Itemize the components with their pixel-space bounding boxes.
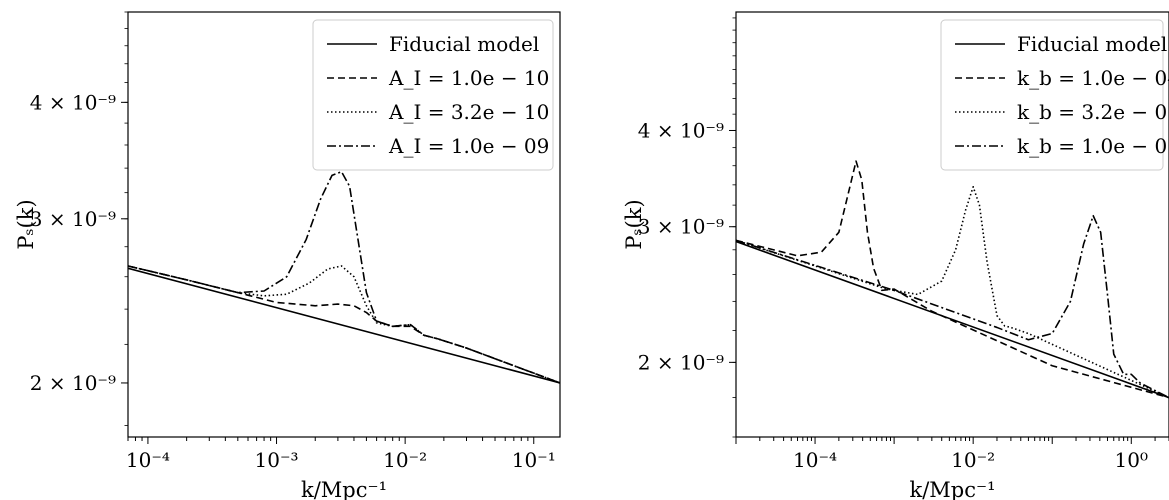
y-tick-label: 2 × 10⁻⁹ <box>30 371 116 395</box>
series-line-dashdot <box>736 214 1169 399</box>
legend-box <box>312 19 554 171</box>
x-ticks: 10⁻⁴ 10⁻² 10⁰ <box>735 437 1169 472</box>
x-tick-label: 10⁻⁴ <box>793 448 837 472</box>
series-line-solid <box>128 267 560 384</box>
legend-label: k_b = 3.2e − 03 <box>1017 100 1169 124</box>
x-tick-label: 10⁻⁴ <box>126 448 170 472</box>
x-axis-label: k/Mpc⁻¹ <box>909 478 995 500</box>
y-ticks: 2 × 10⁻⁹ 3 × 10⁻⁹ 4 × 10⁻⁹ <box>30 11 128 426</box>
series-group <box>736 160 1169 399</box>
legend: Fiducial model A_I = 1.0e − 10 A_I = 3.2e … <box>312 19 554 171</box>
y-tick-label: 3 × 10⁻⁹ <box>30 207 116 231</box>
x-tick-label: 10⁻² <box>951 448 995 472</box>
legend-label: k_b = 1.0e − 01 <box>1017 134 1169 158</box>
legend: Fiducial model k_b = 1.0e − 04 k_b = 3.2e … <box>940 19 1169 171</box>
legend-label: k_b = 1.0e − 04 <box>1017 66 1169 90</box>
series-line-dashed <box>736 160 1169 399</box>
y-ticks: 2 × 10⁻⁹ 3 × 10⁻⁹ 4 × 10⁻⁹ <box>638 17 736 438</box>
x-axis-label: k/Mpc⁻¹ <box>301 478 387 500</box>
x-tick-label: 10⁻² <box>383 448 427 472</box>
plot-frame <box>735 11 1169 438</box>
x-tick-label: 10⁻¹ <box>512 448 556 472</box>
legend-label: A_I = 1.0e − 10 <box>388 66 549 90</box>
series-group <box>128 170 560 384</box>
y-tick-label: 4 × 10⁻⁹ <box>638 118 724 142</box>
x-ticks: 10⁻⁴ 10⁻³ 10⁻² 10⁻¹ <box>126 437 556 472</box>
x-tick-label: 10⁰ <box>1115 448 1148 472</box>
y-axis-label: Pₛ(k) <box>14 199 38 249</box>
series-line-dotted <box>736 186 1169 399</box>
series-line-dashed <box>128 265 560 384</box>
right-panel: 10⁻⁴ 10⁻² 10⁰ 2 × 10⁻⁹ 3 × 10⁻⁹ 4 × 10⁻⁹ k/Mpc… <box>622 11 1169 500</box>
legend-label: A_I = 1.0e − 09 <box>388 134 549 158</box>
legend-box <box>940 19 1164 171</box>
y-tick-label: 3 × 10⁻⁹ <box>638 215 724 239</box>
legend-label: Fiducial model <box>389 32 539 56</box>
x-tick-label: 10⁻³ <box>255 448 299 472</box>
y-tick-label: 4 × 10⁻⁹ <box>30 90 116 114</box>
y-tick-label: 2 × 10⁻⁹ <box>638 350 724 374</box>
y-axis-label: Pₛ(k) <box>622 199 646 249</box>
series-line-dashdot <box>128 170 560 384</box>
plot-frame <box>127 11 561 438</box>
legend-label: Fiducial model <box>1017 32 1167 56</box>
legend-label: A_I = 3.2e − 10 <box>388 100 549 124</box>
series-line-solid <box>736 240 1169 399</box>
left-panel: 10⁻⁴ 10⁻³ 10⁻² 10⁻¹ 2 × 10⁻⁹ 3 × 10⁻⁹ 4 × 10⁻⁹… <box>14 11 561 500</box>
